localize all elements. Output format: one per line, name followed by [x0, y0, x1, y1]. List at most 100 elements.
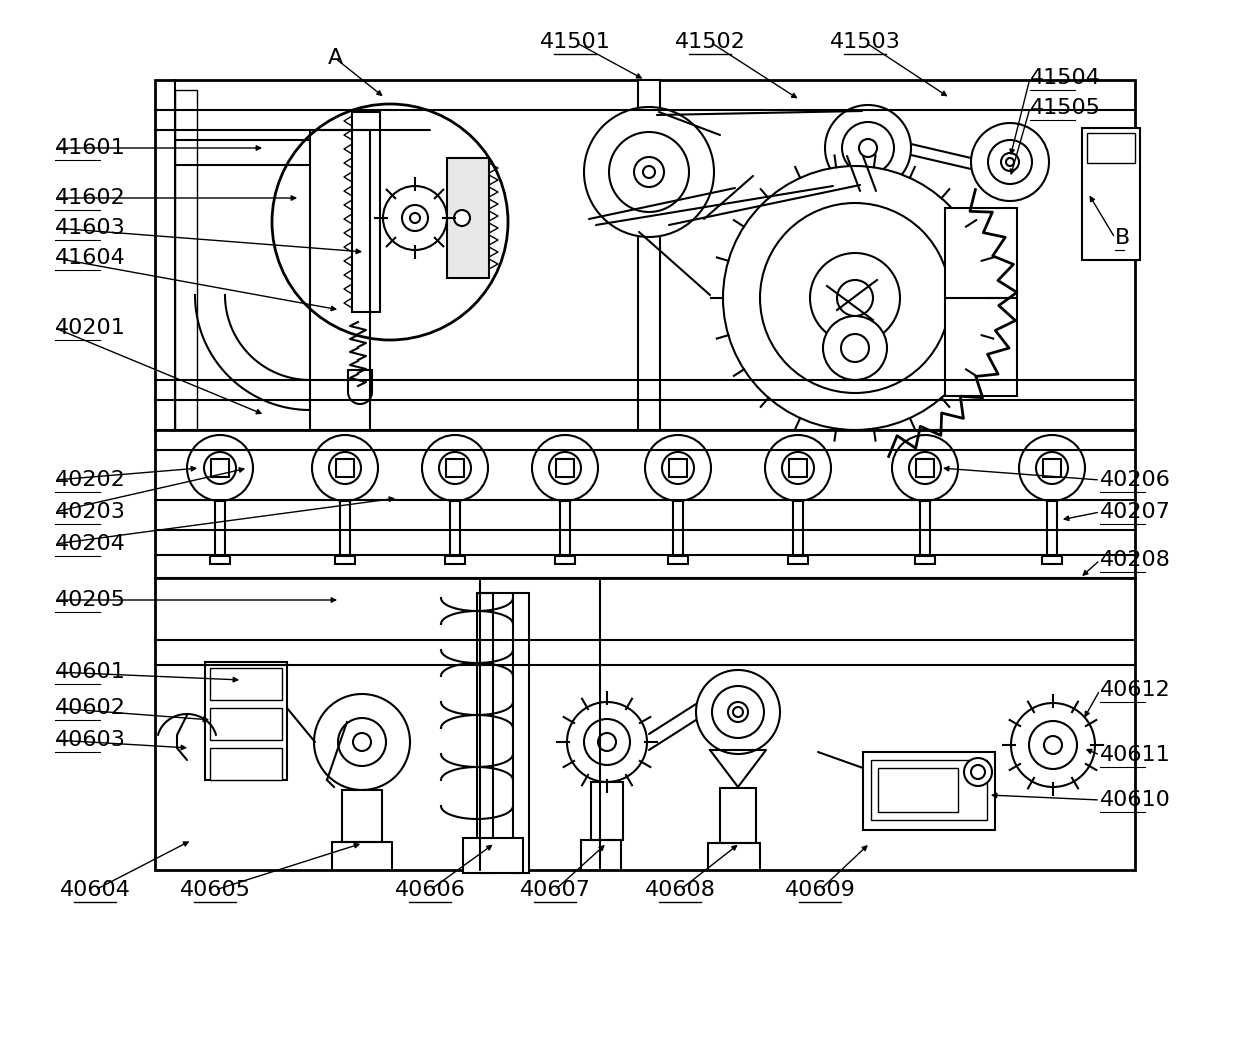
Circle shape — [329, 452, 361, 484]
Bar — [556, 556, 575, 564]
Circle shape — [841, 334, 869, 362]
Bar — [335, 556, 355, 564]
Circle shape — [422, 435, 489, 501]
Bar — [210, 556, 229, 564]
Bar — [450, 501, 460, 556]
Bar — [210, 708, 281, 739]
Circle shape — [609, 132, 689, 212]
Text: 40606: 40606 — [394, 880, 465, 900]
Circle shape — [733, 707, 743, 717]
Circle shape — [1044, 736, 1061, 754]
Circle shape — [272, 104, 508, 340]
Text: 41602: 41602 — [55, 188, 125, 208]
Circle shape — [1011, 703, 1095, 787]
Bar — [445, 556, 465, 564]
Bar — [878, 768, 959, 812]
Bar — [560, 501, 570, 556]
Bar — [215, 501, 224, 556]
Circle shape — [842, 122, 894, 174]
Circle shape — [645, 435, 711, 501]
Text: 40203: 40203 — [55, 502, 126, 522]
Circle shape — [723, 166, 987, 430]
Text: 41501: 41501 — [539, 32, 610, 52]
Bar — [556, 459, 574, 477]
Bar — [915, 556, 935, 564]
Bar — [639, 80, 660, 440]
Circle shape — [823, 316, 887, 380]
Circle shape — [892, 435, 959, 501]
Circle shape — [988, 140, 1032, 184]
Bar — [352, 112, 379, 312]
Circle shape — [782, 452, 813, 484]
Circle shape — [205, 452, 236, 484]
Bar — [720, 789, 756, 843]
Bar — [668, 556, 688, 564]
Text: 41604: 41604 — [55, 248, 125, 268]
Text: 40202: 40202 — [55, 470, 126, 490]
Bar — [175, 90, 197, 430]
Circle shape — [383, 186, 446, 250]
Circle shape — [1006, 157, 1014, 166]
Circle shape — [402, 205, 428, 231]
Text: 40603: 40603 — [55, 730, 126, 750]
Circle shape — [339, 718, 386, 766]
Circle shape — [634, 157, 663, 187]
Bar — [870, 760, 987, 820]
Circle shape — [549, 452, 582, 484]
Circle shape — [1035, 452, 1068, 484]
Text: 41505: 41505 — [1030, 98, 1101, 118]
Circle shape — [971, 123, 1049, 201]
Circle shape — [598, 733, 616, 751]
Circle shape — [728, 702, 748, 722]
Bar — [673, 501, 683, 556]
Text: 40206: 40206 — [1100, 470, 1171, 490]
Bar — [670, 459, 687, 477]
Text: 41504: 41504 — [1030, 68, 1101, 88]
Bar — [1043, 459, 1061, 477]
Circle shape — [353, 733, 371, 751]
Bar — [155, 430, 1135, 578]
Circle shape — [837, 280, 873, 316]
Circle shape — [1019, 435, 1085, 501]
Text: 40611: 40611 — [1100, 745, 1171, 765]
Text: 40208: 40208 — [1100, 550, 1171, 571]
Bar — [1047, 501, 1056, 556]
Circle shape — [1029, 721, 1078, 769]
Circle shape — [410, 213, 420, 223]
Bar — [787, 556, 808, 564]
Circle shape — [312, 435, 378, 501]
Text: 40608: 40608 — [645, 880, 715, 900]
Circle shape — [662, 452, 694, 484]
Circle shape — [532, 435, 598, 501]
Text: B: B — [1115, 228, 1130, 248]
Text: 40602: 40602 — [55, 698, 126, 718]
Circle shape — [765, 435, 831, 501]
Bar — [863, 752, 994, 830]
Bar — [336, 459, 353, 477]
Text: 40601: 40601 — [55, 662, 126, 682]
Circle shape — [859, 139, 877, 157]
Circle shape — [187, 435, 253, 501]
Bar — [789, 459, 807, 477]
Bar — [1087, 134, 1135, 163]
Circle shape — [963, 758, 992, 786]
Circle shape — [909, 452, 941, 484]
Circle shape — [584, 719, 630, 765]
Bar — [155, 578, 1135, 870]
Text: 41601: 41601 — [55, 138, 125, 157]
Circle shape — [1001, 153, 1019, 171]
Bar — [463, 838, 523, 873]
Circle shape — [314, 694, 410, 790]
Circle shape — [644, 166, 655, 178]
Text: 40205: 40205 — [55, 590, 126, 610]
Text: 40204: 40204 — [55, 534, 126, 554]
Circle shape — [584, 107, 714, 237]
Bar — [205, 662, 286, 780]
Bar — [342, 790, 382, 842]
Bar — [1083, 128, 1140, 260]
Text: 40610: 40610 — [1100, 790, 1171, 810]
Text: 41503: 41503 — [830, 32, 900, 52]
Text: A: A — [327, 48, 342, 68]
Text: 40609: 40609 — [785, 880, 856, 900]
Circle shape — [712, 686, 764, 738]
